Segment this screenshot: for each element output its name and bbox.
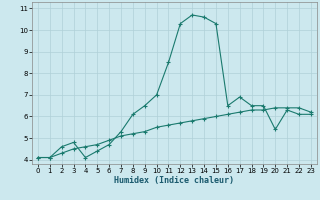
X-axis label: Humidex (Indice chaleur): Humidex (Indice chaleur)	[115, 176, 234, 185]
